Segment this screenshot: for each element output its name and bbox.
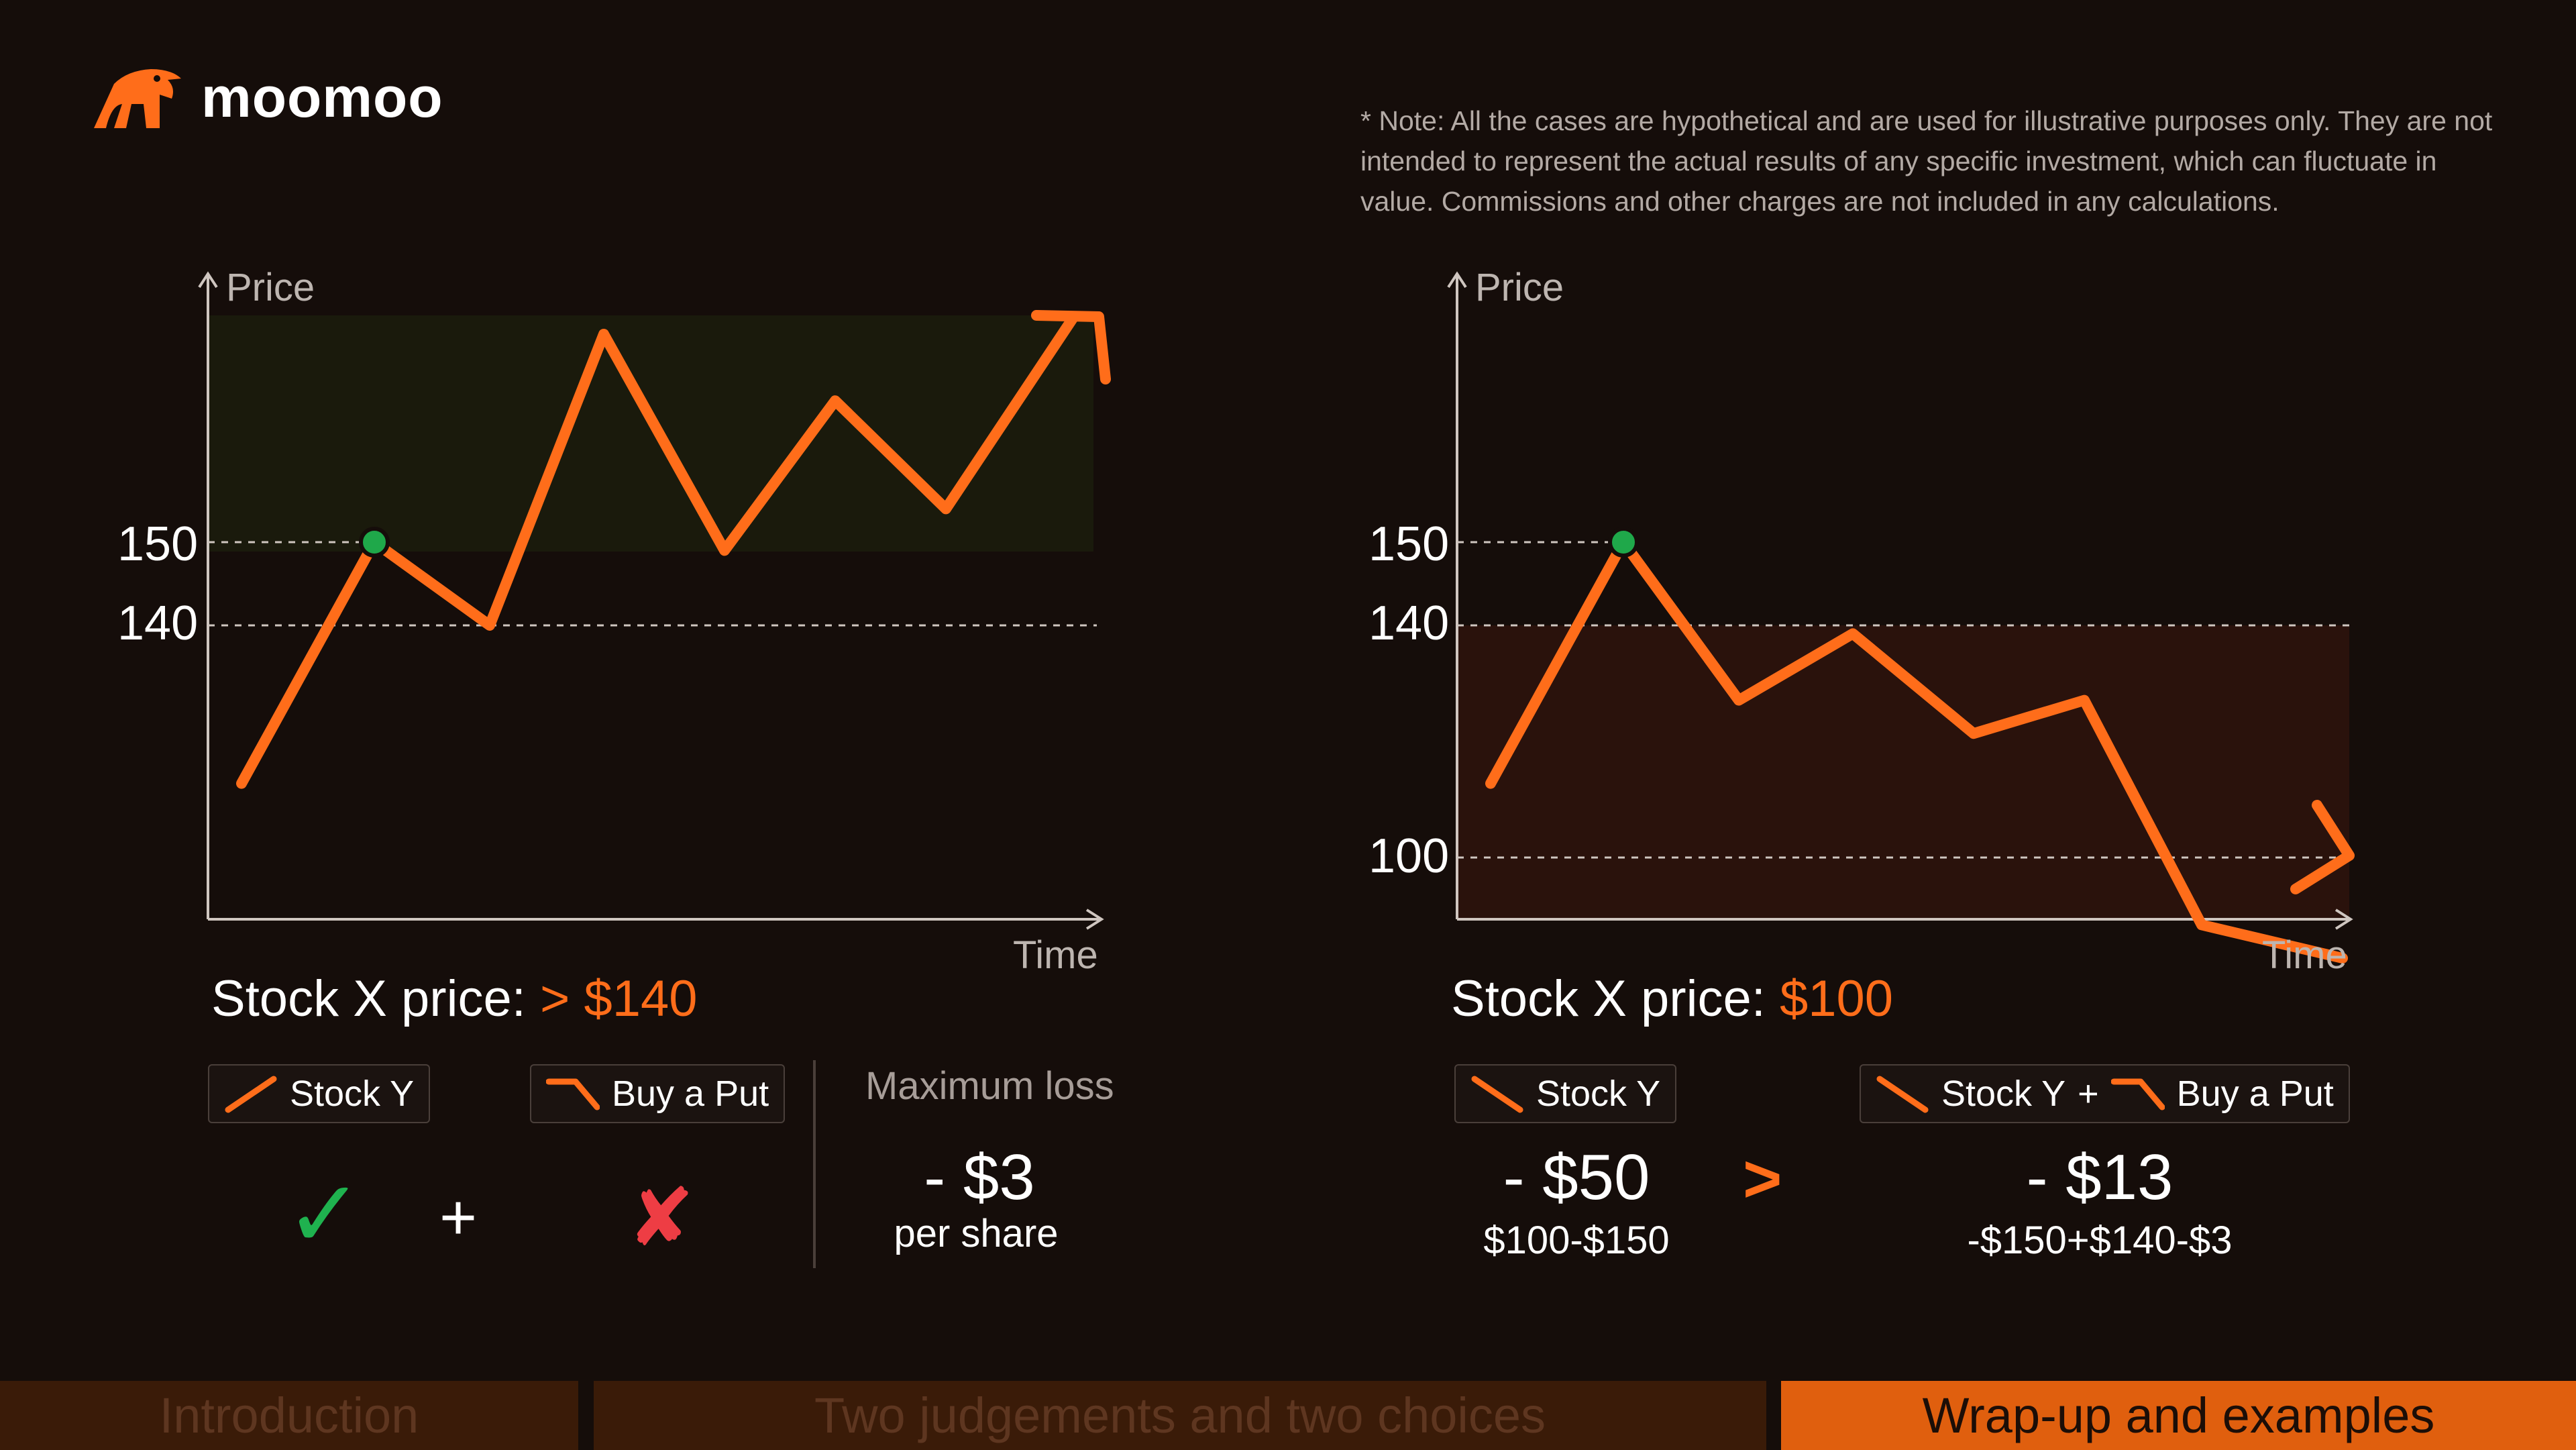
loss-combo-formula: -$150+$140-$3 bbox=[1967, 1219, 2233, 1262]
max-loss-value: - $3 bbox=[924, 1141, 1035, 1213]
left-chip-stock-label: Stock Y bbox=[290, 1074, 415, 1114]
right-tick-100: 100 bbox=[1368, 829, 1450, 883]
right-x-axis-arrow bbox=[2334, 909, 2353, 930]
right-trend-arrowhead bbox=[2290, 800, 2355, 894]
left-tick-140: 140 bbox=[117, 597, 199, 650]
right-y-axis-label: Price bbox=[1475, 266, 1564, 309]
left-y-axis-label: Price bbox=[226, 266, 315, 309]
left-chip-stock: Stock Y bbox=[208, 1064, 431, 1123]
right-tick-140: 140 bbox=[1368, 597, 1450, 650]
gain-zone bbox=[208, 315, 1093, 552]
loss-combo-value: - $13 bbox=[2026, 1141, 2174, 1213]
left-y-axis-arrow bbox=[198, 271, 218, 289]
left-chart-svg bbox=[198, 271, 1111, 930]
right-price-statement: Stock X price: $100 bbox=[1451, 970, 1893, 1028]
left-chip-put: Buy a Put bbox=[530, 1064, 786, 1123]
right-chart-svg bbox=[1447, 271, 2355, 964]
section-nav: Introduction Two judgements and two choi… bbox=[0, 1381, 2576, 1450]
left-price-prefix: Stock X price: bbox=[211, 970, 540, 1027]
brand-name: moomoo bbox=[201, 65, 443, 129]
right-price-value: $100 bbox=[1779, 970, 1894, 1027]
falling-line-icon bbox=[1876, 1076, 1929, 1113]
left-trend-arrowhead bbox=[1031, 310, 1111, 384]
right-chip-stock-label: Stock Y bbox=[1536, 1074, 1661, 1114]
left-chart bbox=[114, 262, 1134, 973]
left-price-value: > $140 bbox=[539, 970, 698, 1027]
left-x-axis-arrow bbox=[1085, 909, 1104, 930]
greater-than-symbol: > bbox=[1743, 1141, 1782, 1216]
left-tick-150: 150 bbox=[117, 517, 199, 571]
rising-line-icon bbox=[225, 1076, 277, 1113]
right-chip-combo: Stock Y + Buy a Put bbox=[1860, 1064, 2350, 1123]
max-loss-label: Maximum loss bbox=[865, 1064, 1114, 1108]
left-entry-point bbox=[359, 527, 390, 558]
tab-two-judgements[interactable]: Two judgements and two choices bbox=[594, 1381, 1766, 1450]
left-price-statement: Stock X price: > $140 bbox=[211, 970, 698, 1028]
right-chip-combo-put: Buy a Put bbox=[2176, 1074, 2334, 1114]
left-chip-put-label: Buy a Put bbox=[612, 1074, 769, 1114]
bull-logo-icon bbox=[94, 69, 181, 128]
right-price-line bbox=[1485, 537, 2348, 964]
left-x-axis-label: Time bbox=[1013, 933, 1098, 977]
left-price-line bbox=[236, 312, 1079, 789]
divider bbox=[813, 1060, 816, 1268]
brand-logo: moomoo bbox=[87, 64, 443, 131]
max-loss-unit: per share bbox=[894, 1212, 1059, 1255]
loss-stock-value: - $50 bbox=[1503, 1141, 1650, 1213]
cross-icon: ✘ bbox=[627, 1173, 695, 1263]
tab-introduction[interactable]: Introduction bbox=[0, 1381, 578, 1450]
right-x-axis-label: Time bbox=[2262, 933, 2347, 977]
put-payoff-icon bbox=[2110, 1078, 2165, 1110]
right-entry-point bbox=[1608, 527, 1639, 558]
falling-line-icon bbox=[1471, 1076, 1523, 1113]
right-chip-combo-plus: + bbox=[2078, 1074, 2099, 1114]
right-chip-stock: Stock Y bbox=[1454, 1064, 1677, 1123]
tab-wrap-up[interactable]: Wrap-up and examples bbox=[1781, 1381, 2576, 1450]
disclaimer-note: * Note: All the cases are hypothetical a… bbox=[1360, 105, 2493, 217]
right-chart bbox=[1363, 262, 2383, 973]
right-price-prefix: Stock X price: bbox=[1451, 970, 1780, 1027]
loss-stock-formula: $100-$150 bbox=[1483, 1219, 1670, 1262]
right-y-axis-arrow bbox=[1447, 271, 1467, 289]
check-icon: ✓ bbox=[285, 1161, 364, 1267]
right-chip-combo-stock: Stock Y bbox=[1941, 1074, 2066, 1114]
put-payoff-icon bbox=[546, 1078, 600, 1110]
plus-symbol: + bbox=[439, 1182, 478, 1253]
right-tick-150: 150 bbox=[1368, 517, 1450, 571]
